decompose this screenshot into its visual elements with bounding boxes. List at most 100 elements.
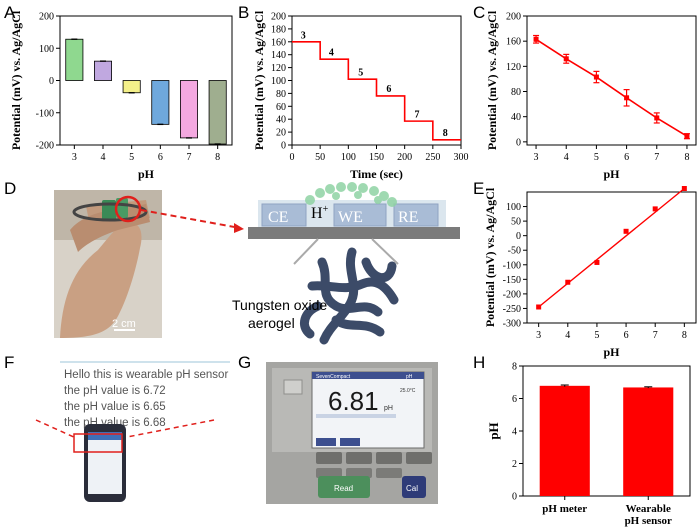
x-tick-label: 300 (454, 152, 469, 163)
scale-bar-label: 2 cm (112, 318, 136, 330)
x-tick-label: 3 (534, 152, 539, 163)
y-tick-label: -300 (503, 319, 521, 330)
y-tick-label: 100 (506, 202, 521, 213)
data-point (684, 133, 690, 139)
material-label-2: aerogel (248, 315, 295, 331)
data-point (654, 115, 660, 121)
zoom-arrow (140, 209, 241, 229)
y-tick-label: 0 (512, 492, 517, 503)
x-tick-label: 5 (594, 330, 599, 341)
y-tick-label: 180 (271, 24, 286, 35)
y-tick-label: -50 (508, 246, 521, 257)
x-tick-label: 100 (341, 152, 356, 163)
we-label: WE (338, 209, 363, 226)
bar (539, 385, 590, 496)
bar (179, 80, 198, 139)
y-tick-label: 200 (271, 12, 286, 23)
panel-label-a: A (4, 3, 16, 22)
y-tick-label: 6 (512, 394, 517, 405)
y-tick-label: -100 (503, 260, 521, 271)
x-tick-label: 8 (682, 330, 687, 341)
bar (151, 80, 170, 125)
x-tick-label: 3 (536, 330, 541, 341)
x-tick-label: 7 (653, 330, 658, 341)
step-label: 7 (415, 109, 420, 120)
meter-soft-key-2 (340, 438, 360, 446)
meter-temp: 25.0°C (400, 388, 416, 394)
y-tick-label: 120 (506, 62, 521, 73)
phone-panel: Hello this is wearable pH sensor the pH … (35, 361, 230, 502)
y-tick-label: 0 (281, 141, 286, 152)
panel-label-c: C (473, 3, 485, 22)
fit-line (538, 187, 685, 308)
y-tick-label: -200 (36, 141, 54, 152)
y-tick-label: 50 (511, 217, 521, 228)
plot-frame (59, 15, 233, 146)
y-tick-label: 100 (271, 76, 286, 87)
x-tick-label: pH meter (542, 503, 587, 515)
x-tick-label: 4 (565, 330, 570, 341)
y-axis-title: Potential (mV) vs. Ag/AgCl (9, 10, 23, 150)
y-tick-label: 0 (49, 76, 54, 87)
y-axis-title: Potential (mV) vs. Ag/AgCl (252, 10, 266, 150)
meter-brand: SevenCompact (316, 374, 351, 380)
x-tick-label: pH sensor (625, 515, 672, 527)
bar (65, 38, 84, 81)
x-tick-label: 5 (594, 152, 599, 163)
data-point (623, 228, 629, 234)
h-plus-label: H+ (311, 204, 329, 222)
x-tick-label: 200 (397, 152, 412, 163)
bar (94, 60, 113, 81)
panel-label-e: E (473, 179, 484, 198)
step-label: 8 (443, 128, 448, 139)
y-tick-label: -100 (36, 108, 54, 119)
meter-mode: pH (406, 374, 413, 380)
data-point (624, 95, 630, 101)
y-tick-label: -150 (503, 275, 521, 286)
y-tick-label: 200 (39, 12, 54, 23)
y-tick-label: -250 (503, 304, 521, 315)
x-tick-label: Wearable (626, 503, 671, 515)
x-tick-label: 250 (425, 152, 440, 163)
panel-label-g: G (238, 353, 251, 372)
zoom-arrowhead (234, 223, 244, 233)
y-tick-label: 160 (506, 37, 521, 48)
y-tick-label: 80 (511, 87, 521, 98)
phone-line-2: the pH value is 6.72 (64, 385, 166, 397)
y-tick-label: 140 (271, 50, 286, 61)
x-tick-label: 7 (187, 152, 192, 163)
meter-reading: 6.81 (328, 386, 379, 416)
y-tick-label: 200 (506, 12, 521, 23)
meter-read-label: Read (334, 484, 353, 493)
x-tick-label: 8 (684, 152, 689, 163)
y-tick-label: 40 (276, 115, 286, 126)
y-tick-label: 20 (276, 128, 286, 139)
ph-meter-photo: SevenCompact pH 6.81 pH 25.0°C Read Cal (266, 362, 438, 504)
x-axis-title: pH (603, 345, 620, 359)
x-tick-label: 0 (290, 152, 295, 163)
series-line (292, 40, 461, 141)
x-tick-label: 3 (72, 152, 77, 163)
y-tick-label: -200 (503, 289, 521, 300)
panel-label-d: D (4, 179, 16, 198)
y-tick-label: 100 (39, 44, 54, 55)
meter-unit: pH (384, 405, 393, 412)
data-point (652, 206, 658, 212)
bar (208, 80, 227, 145)
meter-read-button (318, 476, 370, 498)
phone-line-1: Hello this is wearable pH sensor (64, 369, 228, 381)
meter-soft-key-1 (316, 438, 336, 446)
y-tick-label: 160 (271, 37, 286, 48)
y-axis-title: Potential (mV) vs. Ag/AgCl (485, 10, 499, 150)
bar (122, 80, 141, 94)
y-tick-label: 2 (512, 459, 517, 470)
series-line (535, 38, 688, 137)
step-label: 3 (301, 31, 306, 42)
x-tick-label: 7 (654, 152, 659, 163)
x-tick-label: 6 (624, 330, 629, 341)
y-tick-label: 60 (276, 102, 286, 113)
ce-label: CE (268, 209, 288, 226)
